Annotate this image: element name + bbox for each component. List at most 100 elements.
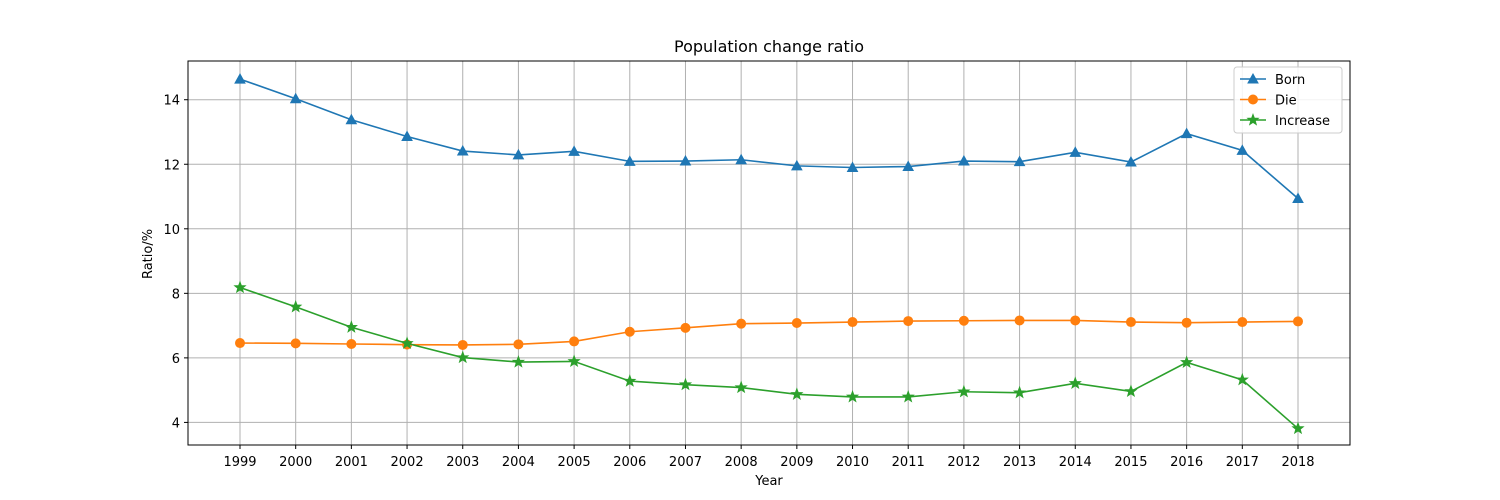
data-point-increase xyxy=(678,377,693,391)
x-tick-label: 2016 xyxy=(1170,455,1203,470)
legend-label-born: Born xyxy=(1275,73,1305,88)
data-point-increase xyxy=(1068,376,1082,389)
data-point-born xyxy=(1180,127,1193,139)
x-tick-label: 2014 xyxy=(1059,455,1092,470)
y-tick-label: 6 xyxy=(172,352,180,367)
data-point-increase xyxy=(845,389,860,403)
data-point-born xyxy=(512,148,525,160)
y-tick-label: 8 xyxy=(172,287,180,302)
y-tick-label: 10 xyxy=(163,223,180,238)
data-point-die xyxy=(457,339,468,350)
tick-layer: 1999 2000 2001 2002 2003 2004 2005 2006 2007 2008… xyxy=(163,94,1314,470)
series-line-die xyxy=(239,319,1299,346)
x-tick-label: 2006 xyxy=(613,455,646,470)
data-point-born xyxy=(846,161,859,172)
data-point-increase xyxy=(456,350,470,364)
series-line-born xyxy=(239,78,1299,200)
chart-title: Population change ratio xyxy=(674,37,864,56)
legend-box xyxy=(1233,66,1343,134)
data-point-die xyxy=(1014,315,1025,326)
x-tick-label: 2007 xyxy=(669,455,702,470)
data-point-born xyxy=(234,73,246,84)
grid-layer xyxy=(188,61,1350,445)
y-tick-label: 4 xyxy=(172,416,180,431)
x-tick-label: 2000 xyxy=(279,455,312,470)
data-point-increase xyxy=(567,354,581,368)
y-tick-label: 12 xyxy=(163,158,180,173)
data-point-born xyxy=(1125,155,1137,167)
data-point-increase xyxy=(1291,421,1305,435)
data-point-die xyxy=(346,338,357,349)
data-point-die xyxy=(235,338,245,349)
data-point-born xyxy=(902,160,915,172)
data-point-die xyxy=(1070,315,1081,326)
series-line-increase xyxy=(239,286,1299,430)
data-point-born xyxy=(790,159,803,171)
data-point-born xyxy=(1292,192,1304,203)
x-tick-label: 2008 xyxy=(725,455,758,470)
x-tick-label: 2009 xyxy=(780,455,813,470)
legend: Born Die Increase xyxy=(1233,66,1343,134)
data-point-die xyxy=(1293,316,1303,327)
data-point-increase xyxy=(400,336,414,349)
data-point-increase xyxy=(1235,372,1249,386)
data-point-die xyxy=(736,318,747,329)
data-point-born xyxy=(623,155,636,166)
legend-marker-die xyxy=(1248,94,1258,105)
data-point-increase xyxy=(289,299,303,313)
legend-marker-increase xyxy=(1246,113,1260,126)
data-point-die xyxy=(958,315,969,326)
x-tick-label: 2017 xyxy=(1226,455,1259,470)
data-point-die xyxy=(1181,317,1192,328)
legend-marker-born xyxy=(1247,72,1259,84)
legend-label-die: Die xyxy=(1275,94,1297,109)
data-point-increase xyxy=(1012,385,1027,399)
y-axis-title: Ratio/% xyxy=(141,229,156,279)
data-point-die xyxy=(624,326,635,337)
data-point-born xyxy=(679,155,692,166)
series-layer xyxy=(233,73,1305,435)
data-point-born xyxy=(456,145,469,156)
data-point-die xyxy=(847,317,858,328)
data-point-increase xyxy=(901,389,915,403)
data-point-increase xyxy=(233,280,247,294)
x-tick-label: 2012 xyxy=(947,455,980,470)
data-point-increase xyxy=(734,380,748,394)
data-point-increase xyxy=(344,320,358,333)
x-tick-label: 2010 xyxy=(836,455,869,470)
data-point-increase xyxy=(623,374,637,387)
data-point-increase xyxy=(790,387,804,400)
data-point-die xyxy=(290,338,301,349)
data-point-born xyxy=(1236,144,1249,155)
data-point-die xyxy=(1125,317,1136,328)
plot-frame xyxy=(187,60,1351,446)
x-tick-label: 2001 xyxy=(335,455,368,470)
series-born xyxy=(234,73,1304,203)
legend-label-increase: Increase xyxy=(1275,114,1330,129)
series-die xyxy=(235,315,1303,350)
series-increase xyxy=(233,280,1305,435)
data-point-die xyxy=(513,339,524,350)
x-tick-label: 2004 xyxy=(502,455,535,470)
data-point-born xyxy=(958,155,970,166)
data-point-die xyxy=(1237,317,1248,328)
data-point-born xyxy=(345,113,358,125)
data-point-born xyxy=(568,145,580,156)
data-point-increase xyxy=(511,355,526,368)
x-tick-label: 2013 xyxy=(1003,455,1036,470)
x-tick-label: 1999 xyxy=(223,455,256,470)
data-point-born xyxy=(1069,146,1082,157)
y-tick-label: 14 xyxy=(163,94,180,109)
data-point-increase xyxy=(957,384,971,398)
data-point-born xyxy=(289,92,302,104)
x-tick-label: 2005 xyxy=(558,455,591,470)
x-axis-title: Year xyxy=(754,474,783,489)
data-point-die xyxy=(791,318,802,329)
x-tick-label: 2003 xyxy=(446,455,479,470)
data-point-die xyxy=(903,316,914,327)
data-point-born xyxy=(1013,155,1026,167)
data-point-die xyxy=(569,336,580,347)
data-point-born xyxy=(735,153,748,165)
x-tick-label: 2015 xyxy=(1114,455,1147,470)
